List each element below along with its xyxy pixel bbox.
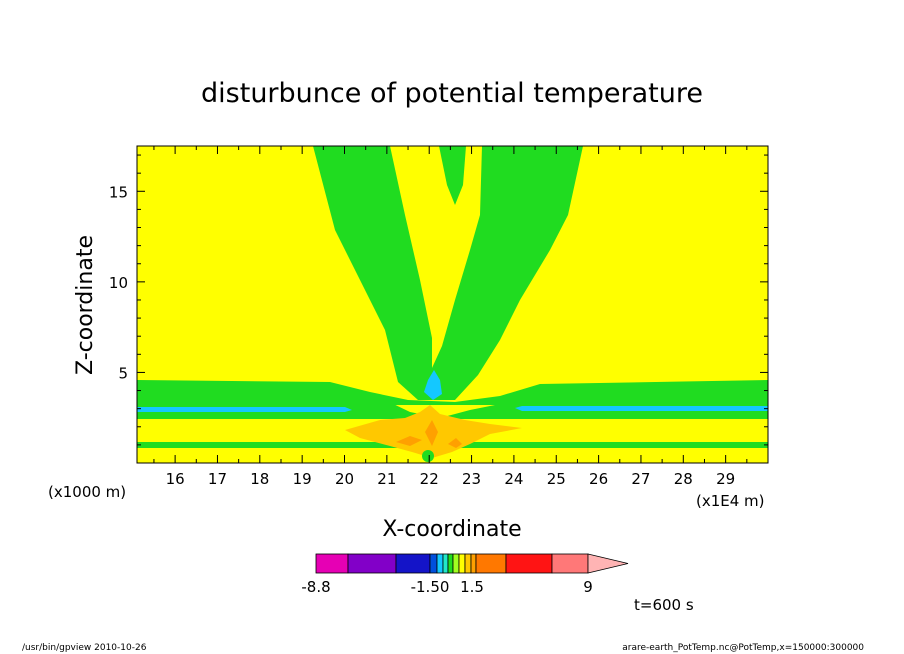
colorbar-segment xyxy=(436,553,444,574)
colorbar-segment xyxy=(442,553,449,574)
x-tick-label: 27 xyxy=(631,470,650,488)
footer-right: arare-earth_PotTemp.nc@PotTemp,x=150000:… xyxy=(622,643,864,653)
y-tick-label: 15 xyxy=(109,183,128,201)
colorbar-segment xyxy=(395,553,431,574)
colorbar-label-pos: 1.5 xyxy=(460,578,484,596)
plot-frame xyxy=(136,145,769,464)
green-top-lobe xyxy=(439,146,466,205)
colorbar-segment xyxy=(429,553,438,574)
x-unit-note: (x1E4 m) xyxy=(696,492,765,510)
green-surface-blob xyxy=(422,450,434,462)
time-label: t=600 s xyxy=(634,596,694,614)
x-tick-label: 22 xyxy=(420,470,439,488)
colorbar-segment xyxy=(347,553,397,574)
x-tick-label: 19 xyxy=(293,470,312,488)
x-tick-label: 24 xyxy=(504,470,523,488)
x-tick-label: 20 xyxy=(335,470,354,488)
x-tick-label: 29 xyxy=(716,470,735,488)
y-unit-note: (x1000 m) xyxy=(48,483,126,501)
x-tick-label: 25 xyxy=(547,470,566,488)
hot-core-center xyxy=(425,420,438,446)
y-axis-label: Z-coordinate xyxy=(73,235,98,375)
plot-area xyxy=(136,145,769,464)
x-tick-label: 17 xyxy=(208,470,227,488)
x-tick-label: 28 xyxy=(674,470,693,488)
cyan-low-stripe-right xyxy=(515,406,768,411)
colorbar-segment xyxy=(452,553,460,574)
x-tick-label: 16 xyxy=(166,470,185,488)
colorbar-label-neg: -1.50 xyxy=(411,578,450,596)
green-plume xyxy=(313,146,583,400)
colorbar xyxy=(315,553,629,574)
colorbar-segment xyxy=(551,553,589,574)
x-axis-label: X-coordinate xyxy=(382,517,521,542)
colorbar-segment xyxy=(458,553,466,574)
x-axis-ticks: 16 17 18 19 20 21 22 23 24 25 26 27 28 29 xyxy=(153,146,769,488)
chart-title: disturbunce of potential temperature xyxy=(201,78,703,109)
green-mid-band xyxy=(137,380,768,405)
hot-core-left xyxy=(396,436,422,446)
colorbar-segment xyxy=(464,553,472,574)
x-tick-label: 26 xyxy=(589,470,608,488)
y-tick-label: 10 xyxy=(109,274,128,292)
colorbar-label-min: -8.8 xyxy=(301,578,330,596)
colorbar-segment xyxy=(447,553,454,574)
cyan-low-stripe-left xyxy=(137,407,352,412)
hot-core-right xyxy=(448,438,462,448)
colorbar-segment xyxy=(470,553,477,574)
colorbar-extension-arrow xyxy=(587,553,629,574)
colorbar-segment xyxy=(315,553,349,574)
x-tick-label: 23 xyxy=(462,470,481,488)
cyan-core xyxy=(424,370,442,400)
colorbar-segment xyxy=(505,553,553,574)
footer-left: /usr/bin/gpview 2010-10-26 xyxy=(22,643,147,653)
colorbar-label-max: 9 xyxy=(583,578,593,596)
x-tick-label: 18 xyxy=(250,470,269,488)
colorbar-segment xyxy=(475,553,507,574)
y-tick-label: 5 xyxy=(118,364,128,382)
y-axis-ticks: 5 10 15 xyxy=(109,154,768,446)
x-tick-label: 21 xyxy=(377,470,396,488)
